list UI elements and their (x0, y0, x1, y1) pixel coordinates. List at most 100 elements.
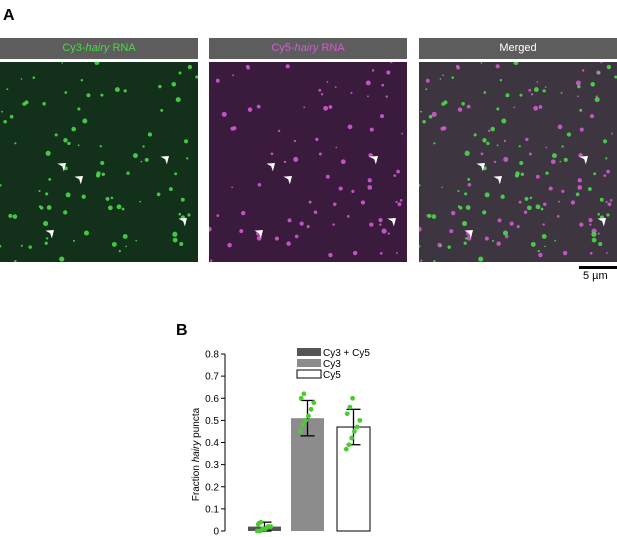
micrograph-cy5 (209, 62, 407, 262)
fluorescent-spot (447, 245, 451, 249)
fluorescent-spot (381, 83, 385, 87)
fluorescent-spot (395, 200, 398, 204)
fluorescent-spot (386, 70, 391, 75)
fluorescent-spot (597, 232, 600, 235)
fluorescent-spot (221, 111, 227, 117)
fluorescent-spot (209, 226, 212, 232)
micrograph-cy3 (0, 62, 198, 262)
fluorescent-spot (369, 127, 374, 132)
fluorescent-spot (548, 186, 553, 191)
fluorescent-spot (482, 210, 487, 215)
fluorescent-spot (313, 210, 318, 214)
fluorescent-spot (308, 200, 312, 204)
fluorescent-spot (168, 187, 173, 191)
fluorescent-spot (379, 223, 382, 226)
fluorescent-spot (607, 202, 612, 207)
fluorescent-spot (135, 239, 138, 242)
arrowhead-marker (74, 176, 83, 185)
fluorescent-spot (395, 252, 398, 254)
fluorescent-spot (232, 74, 235, 77)
fluorescent-spot (433, 142, 436, 145)
fluorescent-spot (609, 198, 613, 202)
fluorescent-spot (587, 187, 592, 191)
fluorescent-spot (533, 87, 539, 93)
fluorescent-spot (387, 232, 390, 235)
arrowhead-marker (45, 230, 54, 239)
fluorescent-spot (598, 241, 603, 247)
fluorescent-spot (597, 212, 601, 216)
y-tick-label: 0.2 (205, 482, 219, 493)
data-point (349, 435, 355, 441)
fluorescent-spot (107, 205, 113, 211)
fluorescent-spot (274, 236, 279, 241)
fluorescent-spot (325, 174, 330, 179)
fluorescent-spot (126, 171, 130, 175)
arrowhead-marker (387, 218, 396, 227)
tile-title-italic: hairy (294, 42, 319, 54)
tile-title-suffix: RNA (318, 42, 345, 54)
fluorescent-spot (326, 81, 329, 83)
fluorescent-spot (270, 152, 274, 156)
fluorescent-spot (493, 160, 497, 164)
fluorescent-spot (12, 214, 18, 219)
fluorescent-spot (158, 84, 162, 89)
fluorescent-spot (172, 237, 178, 243)
fluorescent-spot (518, 145, 521, 148)
fluorescent-spot (577, 178, 582, 183)
fluorescent-spot (147, 132, 153, 137)
fluorescent-spot (496, 241, 501, 246)
arrowhead-marker (464, 230, 473, 239)
fluorescent-spot (530, 93, 534, 96)
fluorescent-spot (111, 241, 117, 247)
legend-label: Cy3 (323, 359, 341, 370)
fluorescent-spot (367, 185, 373, 190)
fluorescent-spot (299, 221, 304, 226)
fluorescent-spot (231, 186, 233, 189)
fluorescent-spot (95, 173, 101, 178)
arrowhead-marker (160, 156, 169, 165)
fluorescent-spot (577, 185, 583, 190)
fluorescent-spot (338, 186, 343, 191)
fluorescent-spot (605, 252, 608, 254)
fluorescent-spot (490, 126, 496, 132)
scale-bar (579, 266, 617, 269)
fluorescent-spot (480, 62, 483, 64)
fluorescent-spot (544, 86, 547, 88)
fluorescent-spot (45, 192, 49, 196)
fluorescent-spot (541, 233, 547, 239)
fluorescent-spot (379, 114, 385, 119)
arrowhead-marker (369, 156, 378, 165)
fluorescent-spot (32, 76, 36, 79)
fluorescent-spot (303, 106, 306, 109)
fluorescent-spot (442, 74, 445, 77)
arrowhead-marker (283, 176, 292, 185)
y-label-suffix: puncta (191, 407, 202, 440)
fluorescent-spot (61, 62, 64, 64)
fluorescent-spot (457, 107, 463, 112)
fluorescent-spot (1, 110, 4, 113)
data-point (357, 417, 363, 423)
fluorescent-spot (83, 230, 90, 236)
fluorescent-spot (285, 64, 290, 69)
fluorescent-spot (77, 107, 81, 111)
data-point (258, 519, 264, 525)
arrowhead-marker (476, 163, 485, 172)
y-tick-label: 0.5 (205, 416, 219, 427)
fluorescent-spot (367, 95, 369, 98)
fluorescent-spot (558, 200, 561, 203)
fluorescent-spot (503, 139, 507, 143)
fluorescent-spot (545, 146, 548, 149)
fluorescent-spot (538, 252, 543, 258)
fluorescent-spot (457, 189, 460, 193)
fluorescent-spot (533, 105, 539, 111)
arrowhead-marker (266, 163, 275, 172)
fluorescent-spot (45, 150, 51, 156)
fluorescent-spot (611, 132, 614, 135)
fluorescent-spot (589, 114, 595, 119)
bar-chart: 0 0.1 0.2 0.3 0.4 0.5 0.6 0.7 0.8 Cy3 + Cy5Cy3Cy… (191, 348, 371, 537)
fluorescent-spot (385, 95, 388, 98)
fluorescent-spot (467, 177, 471, 181)
arrowhead-marker (254, 230, 263, 239)
fluorescent-spot (294, 234, 299, 239)
fluorescent-spot (550, 159, 556, 165)
